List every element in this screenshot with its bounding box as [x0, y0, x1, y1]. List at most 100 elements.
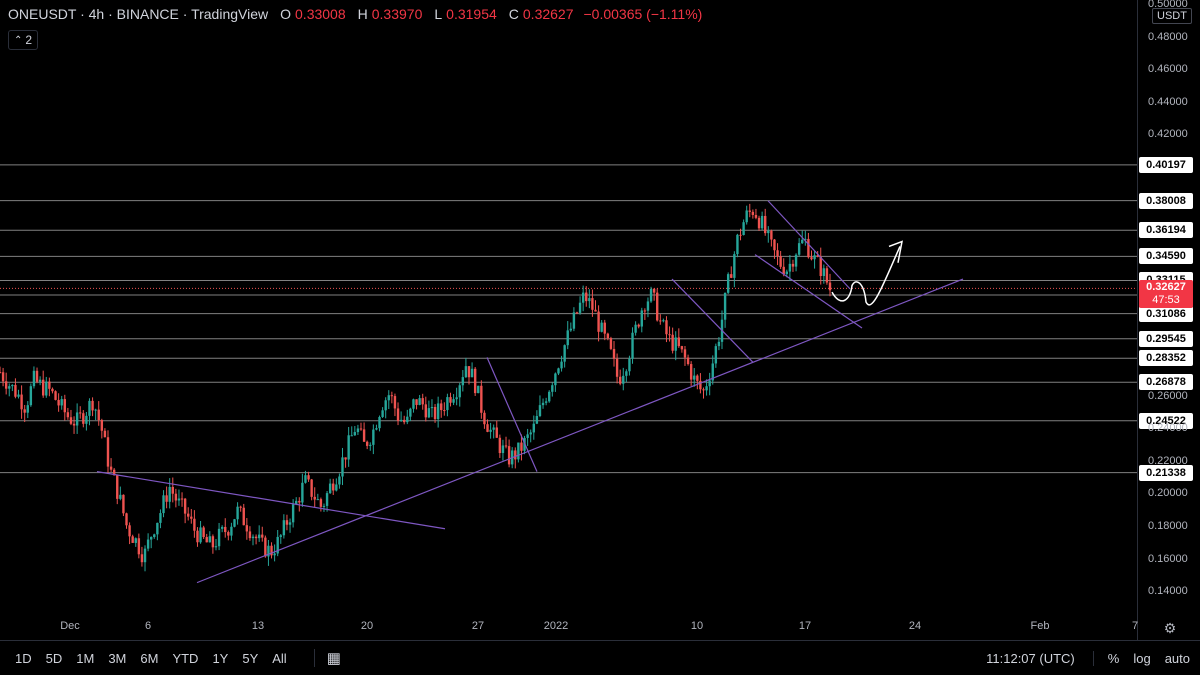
- range-button-1d[interactable]: 1D: [15, 650, 32, 666]
- candle-body: [498, 437, 502, 454]
- candle-body: [730, 274, 733, 278]
- candle-body: [797, 243, 801, 255]
- current-price-value: 0.32627: [1146, 281, 1186, 294]
- chart-area[interactable]: [0, 0, 1137, 640]
- log-toggle[interactable]: log: [1133, 650, 1151, 666]
- candle-body: [267, 545, 270, 557]
- symbol-title[interactable]: ONEUSDT · 4h · BINANCE · TradingView: [8, 6, 269, 22]
- candle-body: [217, 528, 221, 547]
- candle-body: [717, 341, 721, 347]
- candle-body: [656, 292, 659, 321]
- candle-body: [396, 408, 400, 421]
- candle-body: [187, 513, 190, 517]
- candle-body: [365, 441, 369, 446]
- candle-body: [649, 288, 653, 302]
- settings-gear-icon[interactable]: ⚙: [1163, 620, 1177, 636]
- candle-body: [705, 386, 708, 391]
- range-button-1y[interactable]: 1Y: [212, 650, 229, 666]
- x-tick-label: 10: [690, 620, 704, 632]
- range-button-5d[interactable]: 5D: [45, 650, 63, 666]
- candle-body: [199, 527, 202, 543]
- candle-body: [785, 271, 789, 275]
- candle-body: [381, 410, 384, 417]
- range-button-ytd[interactable]: YTD: [172, 650, 199, 666]
- candle-body: [310, 479, 313, 497]
- level-price-tag: 0.28352: [1139, 350, 1193, 367]
- candle-body: [276, 536, 279, 554]
- candle-body: [557, 368, 560, 374]
- candle-body: [165, 495, 168, 502]
- candle-body: [473, 368, 477, 394]
- candle-body: [807, 238, 810, 258]
- bottom-toolbar: 1D 5D 1M 3M 6M YTD 1Y 5Y All ▦ 11:12:07 (UTC) % …: [0, 640, 1200, 675]
- candle-body: [399, 419, 403, 421]
- candle-body: [82, 413, 85, 424]
- range-button-6m[interactable]: 6M: [140, 650, 159, 666]
- candle-body: [140, 554, 144, 563]
- candle-body: [739, 234, 742, 236]
- candle-body: [541, 402, 545, 406]
- range-button-all[interactable]: All: [272, 650, 287, 666]
- chevron-up-icon: ⌃: [13, 34, 23, 46]
- candle-body: [548, 391, 551, 402]
- trendline: [486, 357, 538, 472]
- indicators-collapse-button[interactable]: ⌃ 2: [8, 30, 38, 50]
- candle-body: [119, 494, 122, 499]
- date-range-icon[interactable]: ▦: [313, 649, 341, 667]
- close-label: C: [508, 6, 519, 22]
- candle-body: [486, 424, 489, 432]
- candle-body: [572, 312, 576, 329]
- currency-label[interactable]: USDT: [1152, 8, 1192, 24]
- y-tick-label: 0.48000: [1148, 30, 1188, 43]
- symbol-header: ONEUSDT · 4h · BINANCE · TradingView O 0.…: [8, 6, 702, 22]
- candle-body: [100, 420, 104, 431]
- candle-body: [529, 432, 532, 435]
- candle-body: [563, 345, 566, 362]
- percent-toggle[interactable]: %: [1092, 650, 1119, 666]
- level-price-tag: 0.21338: [1139, 464, 1193, 481]
- candle-body: [319, 499, 323, 507]
- candle-body: [504, 445, 508, 447]
- range-button-1m[interactable]: 1M: [76, 650, 95, 666]
- candle-body: [227, 532, 230, 536]
- current-price-tag: 0.32627 47:53: [1139, 280, 1193, 309]
- candle-body: [156, 522, 159, 535]
- candle-body: [464, 366, 468, 378]
- candle-body: [174, 493, 178, 501]
- high-value: 0.33970: [371, 6, 423, 22]
- candle-body: [205, 537, 208, 543]
- x-tick-label: 7: [1131, 620, 1139, 632]
- candle-body: [535, 416, 539, 424]
- candle-body: [390, 395, 394, 397]
- price-axis[interactable]: [1137, 0, 1200, 640]
- candle-body: [702, 389, 705, 391]
- candle-body: [230, 526, 233, 536]
- candle-body: [112, 469, 116, 476]
- candlestick-chart[interactable]: [0, 0, 1137, 640]
- candle-body: [313, 496, 316, 500]
- candle-body: [615, 358, 619, 377]
- candle-body: [409, 408, 412, 417]
- candle-body: [659, 320, 662, 322]
- candle-body: [122, 494, 125, 514]
- candle-body: [214, 546, 218, 548]
- candle-body: [520, 442, 523, 451]
- level-price-tag: 0.31086: [1139, 305, 1193, 322]
- candle-body: [338, 476, 341, 485]
- range-button-5y[interactable]: 5Y: [242, 650, 259, 666]
- candle-body: [801, 239, 804, 244]
- candle-body: [575, 312, 579, 314]
- auto-toggle[interactable]: auto: [1164, 650, 1190, 666]
- candle-body: [776, 250, 779, 257]
- candle-body: [665, 320, 668, 335]
- arrow-head: [888, 240, 903, 263]
- candle-body: [20, 394, 23, 410]
- candle-body: [325, 493, 329, 506]
- candle-body: [341, 457, 344, 477]
- clock[interactable]: 11:12:07 (UTC): [986, 650, 1075, 666]
- candle-body: [424, 404, 427, 418]
- candle-body: [180, 498, 184, 500]
- x-tick-label: 27: [471, 620, 485, 632]
- range-button-3m[interactable]: 3M: [108, 650, 127, 666]
- candle-body: [106, 437, 110, 467]
